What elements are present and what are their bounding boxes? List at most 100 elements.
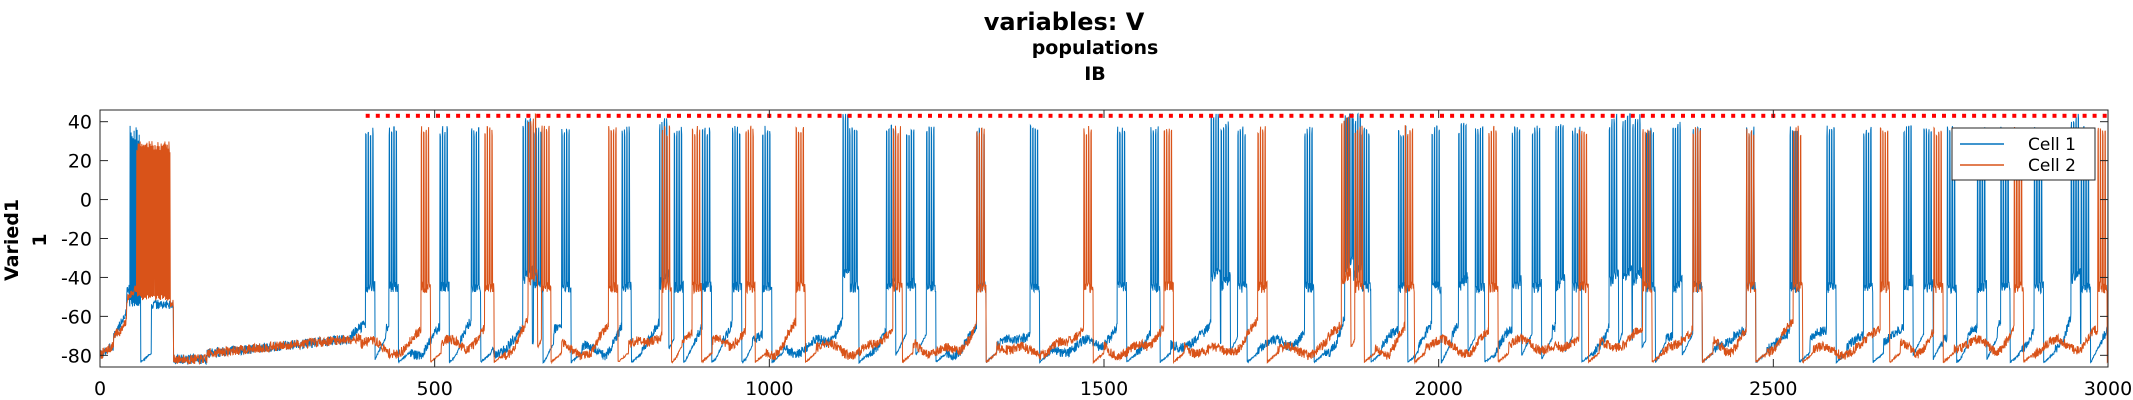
spike-marker bbox=[1058, 113, 1063, 118]
spike-marker bbox=[486, 113, 491, 118]
spike-marker bbox=[1530, 113, 1535, 118]
y-tick-label: 20 bbox=[68, 151, 92, 173]
spike-marker bbox=[1801, 113, 1806, 118]
spike-marker bbox=[1600, 113, 1605, 118]
x-tick-label: 1500 bbox=[1080, 378, 1128, 400]
spike-marker bbox=[1982, 113, 1987, 118]
spike-marker bbox=[1138, 113, 1143, 118]
axes: 0 500 1000 1500 2000 2500 3000 40 20 0 -20 -40 -60 -8… bbox=[61, 109, 2132, 400]
spike-marker bbox=[1580, 113, 1585, 118]
spike-marker bbox=[395, 113, 400, 118]
spike-marker bbox=[1540, 113, 1545, 118]
spike-marker bbox=[436, 113, 440, 118]
spike-marker bbox=[677, 113, 681, 118]
spike-marker bbox=[1259, 113, 1264, 118]
spike-marker bbox=[526, 113, 531, 118]
spike-marker bbox=[1490, 113, 1495, 118]
spike-marker bbox=[1901, 113, 1906, 118]
y-axis-label-line2: 1 bbox=[29, 233, 51, 246]
spike-marker bbox=[1751, 113, 1756, 118]
series-line-cell-2 bbox=[99, 113, 2109, 366]
spike-marker bbox=[867, 113, 872, 118]
spike-marker bbox=[506, 113, 511, 118]
spike-marker bbox=[998, 113, 1003, 118]
spike-marker bbox=[636, 113, 641, 118]
spike-marker bbox=[385, 113, 390, 118]
spike-marker bbox=[1741, 113, 1746, 118]
spike-marker bbox=[405, 113, 410, 118]
spike-marker bbox=[1610, 113, 1615, 118]
spike-marker bbox=[1921, 113, 1926, 118]
spike-marker bbox=[1731, 113, 1736, 118]
spike-marker bbox=[1681, 113, 1685, 118]
spike-marker bbox=[1098, 113, 1103, 118]
spike-marker bbox=[1219, 113, 1224, 118]
spike-marker bbox=[2092, 113, 2097, 118]
y-tick-label: -20 bbox=[61, 229, 92, 251]
spike-marker bbox=[1861, 113, 1866, 118]
spike-marker bbox=[2082, 113, 2087, 118]
spike-marker bbox=[797, 113, 802, 118]
spike-marker bbox=[1369, 113, 1374, 118]
spike-marker bbox=[1128, 113, 1133, 118]
spike-marker bbox=[1028, 113, 1033, 118]
spike-marker bbox=[415, 113, 420, 118]
spike-marker bbox=[1470, 113, 1475, 118]
spike-marker bbox=[1620, 113, 1625, 118]
spike-marker bbox=[1179, 113, 1183, 118]
x-tick-label: 2500 bbox=[1749, 378, 1797, 400]
spike-marker bbox=[476, 113, 481, 118]
spike-marker bbox=[1781, 113, 1786, 118]
spike-marker bbox=[1209, 113, 1214, 118]
spike-marker bbox=[1359, 113, 1364, 118]
spike-marker bbox=[1279, 113, 1284, 118]
spike-marker bbox=[1891, 113, 1896, 118]
y-tick-label: 0 bbox=[80, 190, 92, 212]
spike-marker bbox=[1942, 113, 1946, 118]
spike-marker bbox=[897, 113, 902, 118]
spike-marker bbox=[1440, 113, 1444, 118]
spike-marker bbox=[666, 113, 671, 118]
spike-marker bbox=[1851, 113, 1856, 118]
spike-marker bbox=[1952, 113, 1957, 118]
spike-marker bbox=[1640, 113, 1645, 118]
legend-label: Cell 1 bbox=[2028, 135, 2076, 155]
spike-marker bbox=[737, 113, 742, 118]
spike-marker bbox=[496, 113, 501, 118]
spike-marker bbox=[1048, 113, 1053, 118]
spike-marker bbox=[536, 113, 541, 118]
spike-marker bbox=[646, 113, 651, 118]
spike-marker bbox=[1811, 113, 1816, 118]
spike-marker bbox=[556, 113, 561, 118]
spike-marker bbox=[1550, 113, 1555, 118]
spike-marker bbox=[1691, 113, 1695, 118]
spike-marker bbox=[1038, 113, 1043, 118]
spike-marker bbox=[1379, 113, 1384, 118]
spike-marker bbox=[1962, 113, 1967, 118]
y-axis-label-line1: Varied1 bbox=[1, 199, 23, 281]
spike-marker bbox=[1118, 113, 1123, 118]
chart-subtitle-populations: populations bbox=[1032, 37, 1159, 59]
spike-marker bbox=[1650, 113, 1655, 118]
spike-marker bbox=[1249, 113, 1254, 118]
spike-marker bbox=[1992, 113, 1997, 118]
series-line-cell-1 bbox=[99, 112, 2109, 366]
spike-marker bbox=[857, 113, 862, 118]
spike-marker bbox=[2102, 113, 2107, 118]
spike-marker bbox=[1199, 113, 1204, 118]
spike-marker bbox=[1520, 113, 1525, 118]
spike-marker bbox=[1068, 113, 1073, 118]
spike-marker bbox=[727, 113, 732, 118]
spike-marker bbox=[687, 113, 691, 118]
spike-marker bbox=[2052, 113, 2057, 118]
spike-marker bbox=[958, 113, 963, 118]
x-tick-label: 2000 bbox=[1414, 378, 1462, 400]
axes-box bbox=[99, 109, 2109, 368]
chart-subtitle-group: IB bbox=[1084, 63, 1106, 85]
spike-marker bbox=[1881, 113, 1886, 118]
spike-marker bbox=[446, 113, 451, 118]
y-axis-label: Varied1 1 bbox=[1, 199, 51, 281]
spike-marker bbox=[566, 113, 571, 118]
spike-marker bbox=[1932, 113, 1936, 118]
